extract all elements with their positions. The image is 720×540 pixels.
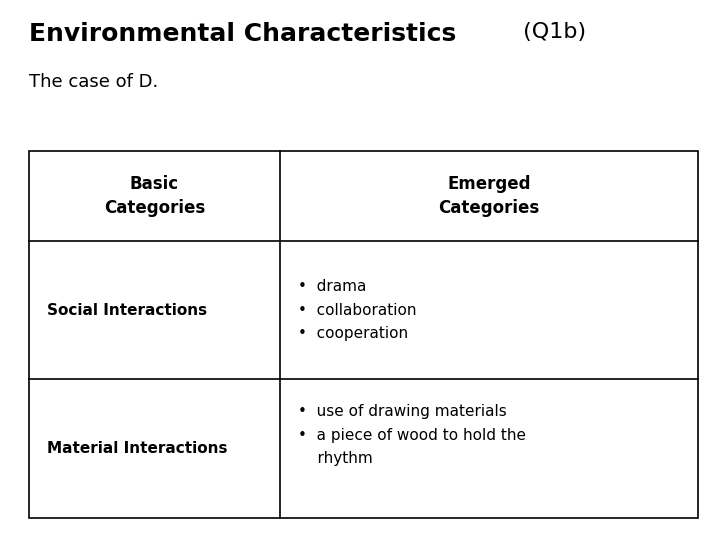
Text: Material Interactions: Material Interactions [47,441,228,456]
Text: (Q1b): (Q1b) [516,22,585,42]
Text: Emerged
Categories: Emerged Categories [438,176,540,217]
Text: Environmental Characteristics: Environmental Characteristics [29,22,456,45]
Text: •  drama
•  collaboration
•  cooperation: • drama • collaboration • cooperation [298,279,416,341]
Text: Social Interactions: Social Interactions [47,302,207,318]
Text: Basic
Categories: Basic Categories [104,176,205,217]
Text: •  use of drawing materials
•  a piece of wood to hold the
    rhythm: • use of drawing materials • a piece of … [298,404,526,466]
Text: The case of D.: The case of D. [29,73,158,91]
